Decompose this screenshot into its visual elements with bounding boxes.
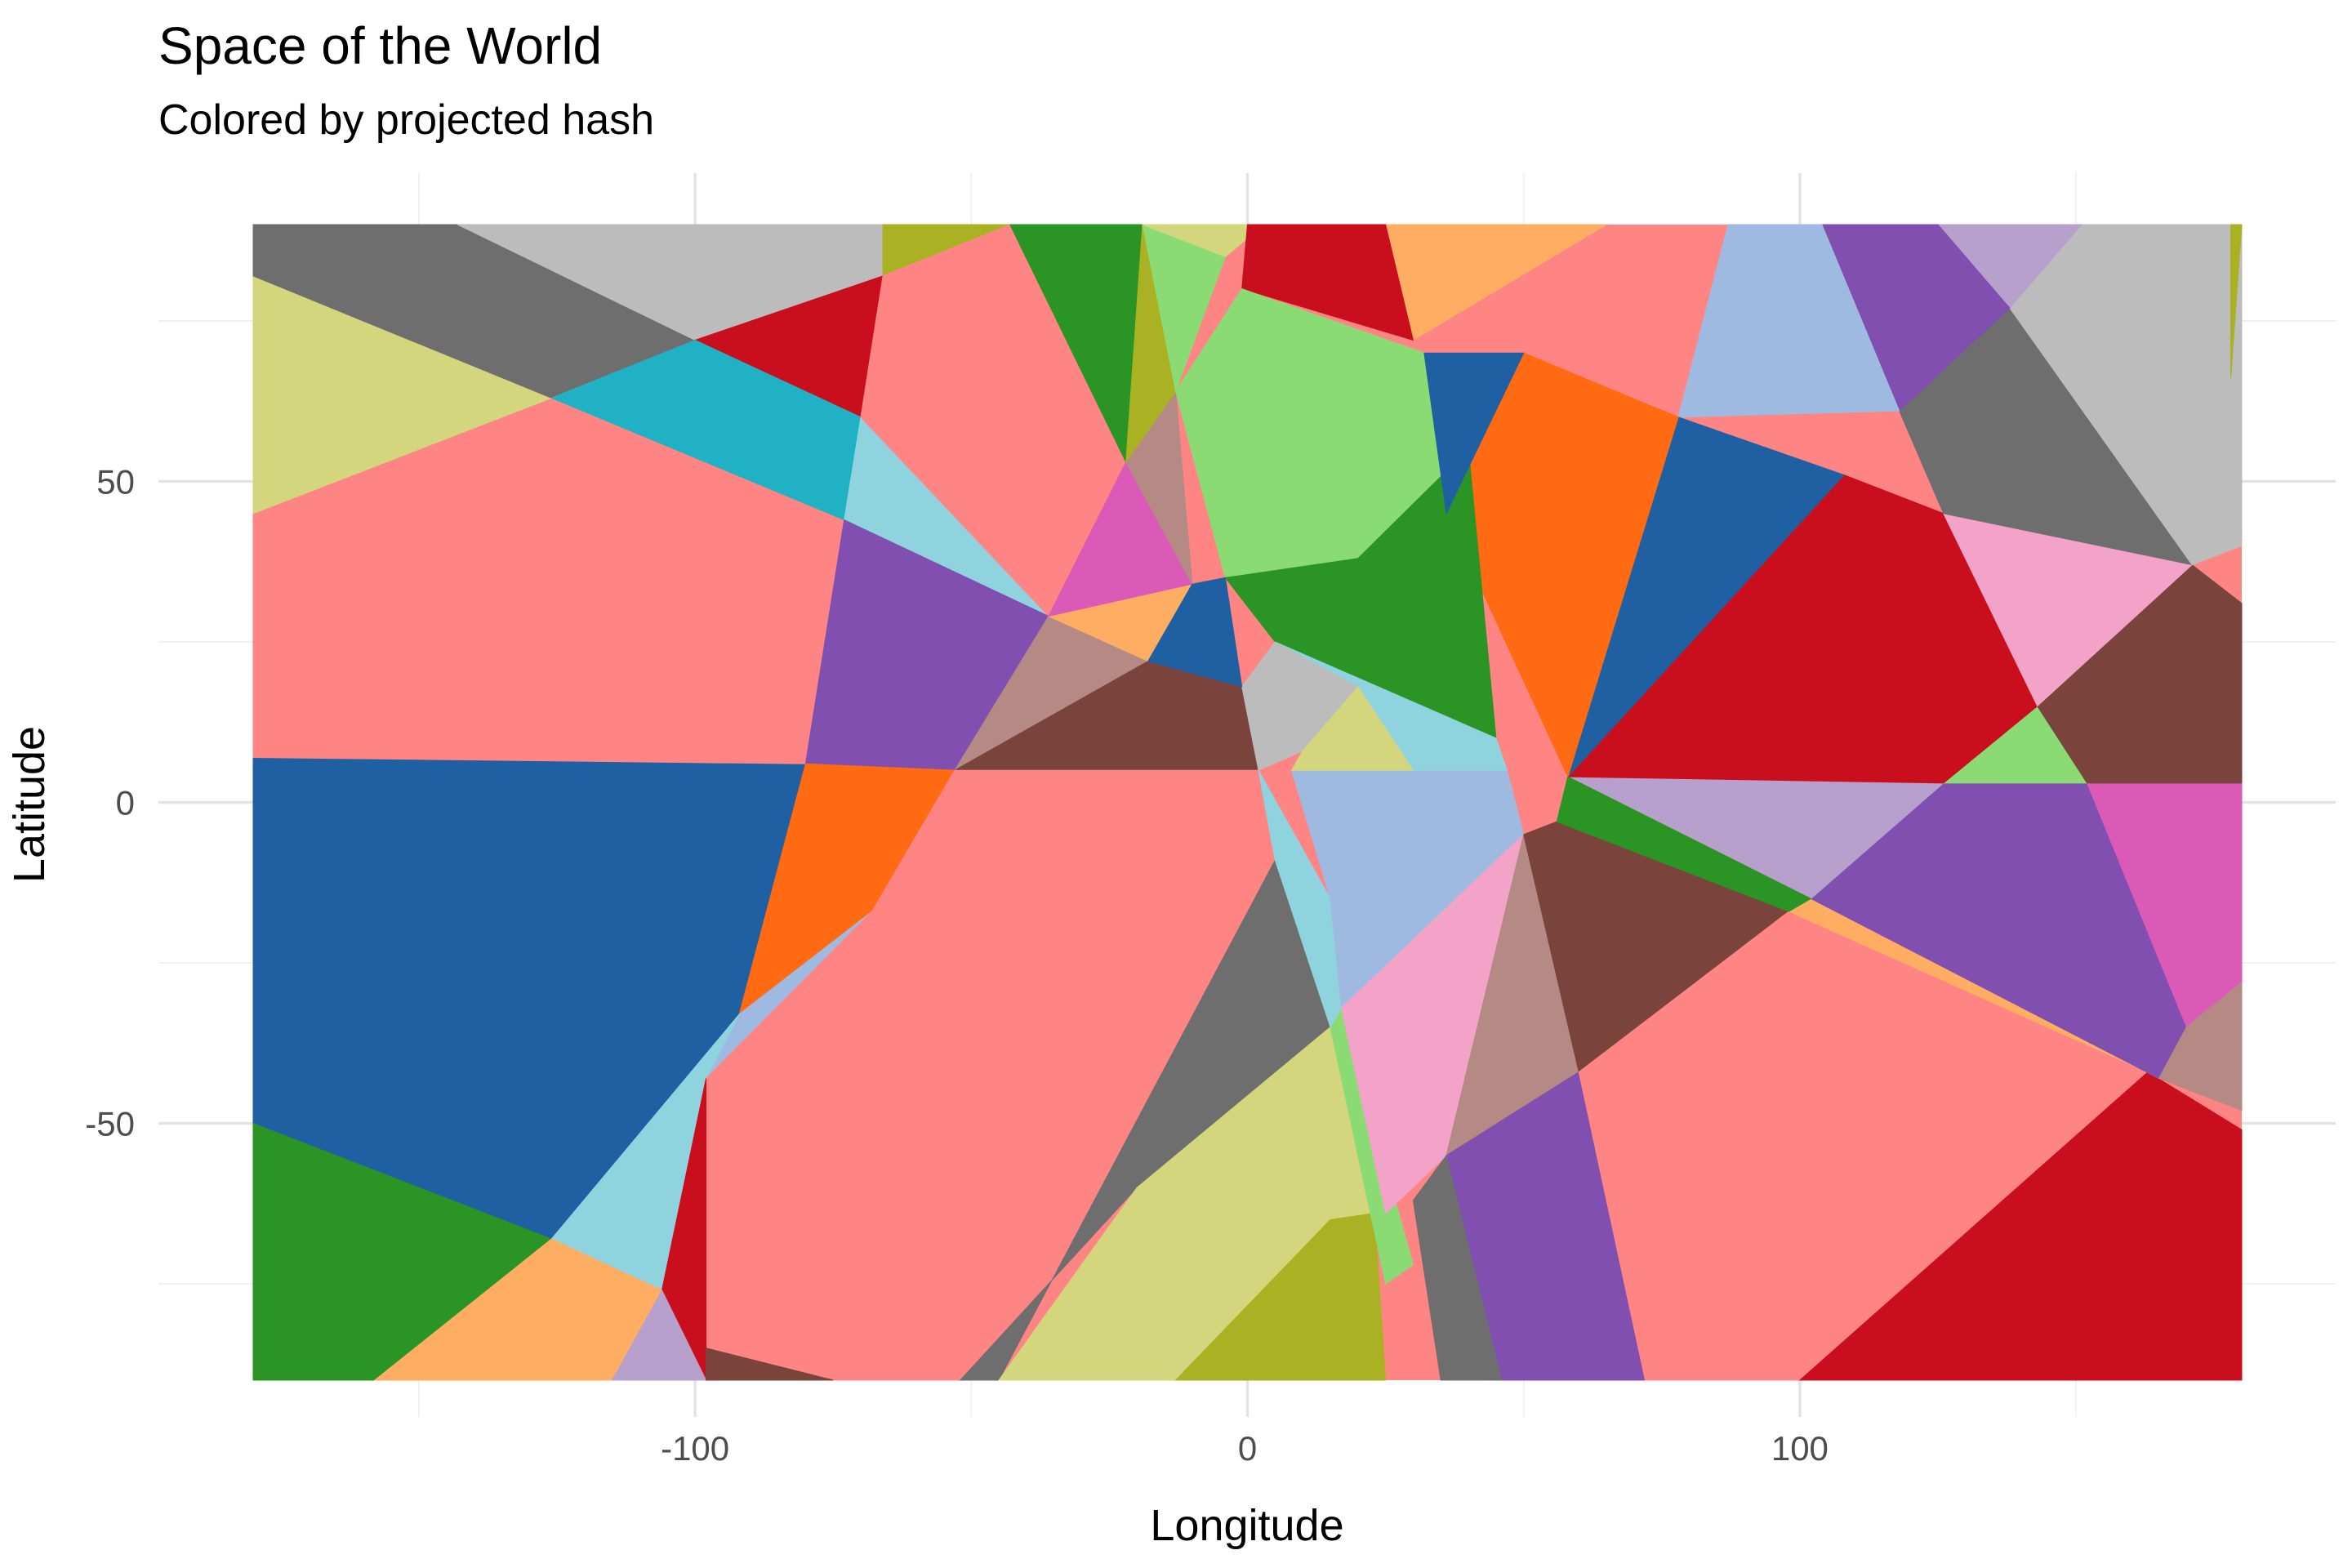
- map-region: [2158, 981, 2243, 1111]
- x-tick-label: 100: [1771, 1429, 1829, 1468]
- map-region: [1412, 1154, 1503, 1381]
- y-tick-label: 50: [96, 462, 135, 501]
- chart-subtitle: Colored by projected hash: [158, 96, 654, 144]
- map-region: [1142, 224, 1266, 257]
- map-region: [1290, 686, 1414, 771]
- chart-title: Space of the World: [158, 16, 602, 75]
- map-region: [1147, 577, 1243, 688]
- x-tick-label: 0: [1238, 1429, 1257, 1468]
- map-region: [1556, 776, 1812, 912]
- map-region: [1224, 448, 1497, 739]
- x-axis-title: Longitude: [1150, 1501, 1343, 1550]
- map-region: [1798, 1071, 2243, 1381]
- y-tick-label: -50: [85, 1105, 135, 1143]
- map-regions: [252, 224, 2243, 1381]
- map-region: [706, 1348, 834, 1381]
- y-axis-title: Latitude: [5, 726, 54, 883]
- map-region: [1677, 224, 1900, 418]
- map-region: [1423, 352, 1525, 515]
- map-region: [2230, 224, 2243, 379]
- tick-labels: -100 0 100 -50 0 50: [85, 462, 1829, 1468]
- map-region: [611, 1289, 707, 1381]
- map-region: [1258, 769, 1343, 1028]
- map-region: [1241, 224, 1414, 341]
- y-tick-label: 0: [116, 784, 135, 822]
- x-tick-label: -100: [661, 1429, 729, 1468]
